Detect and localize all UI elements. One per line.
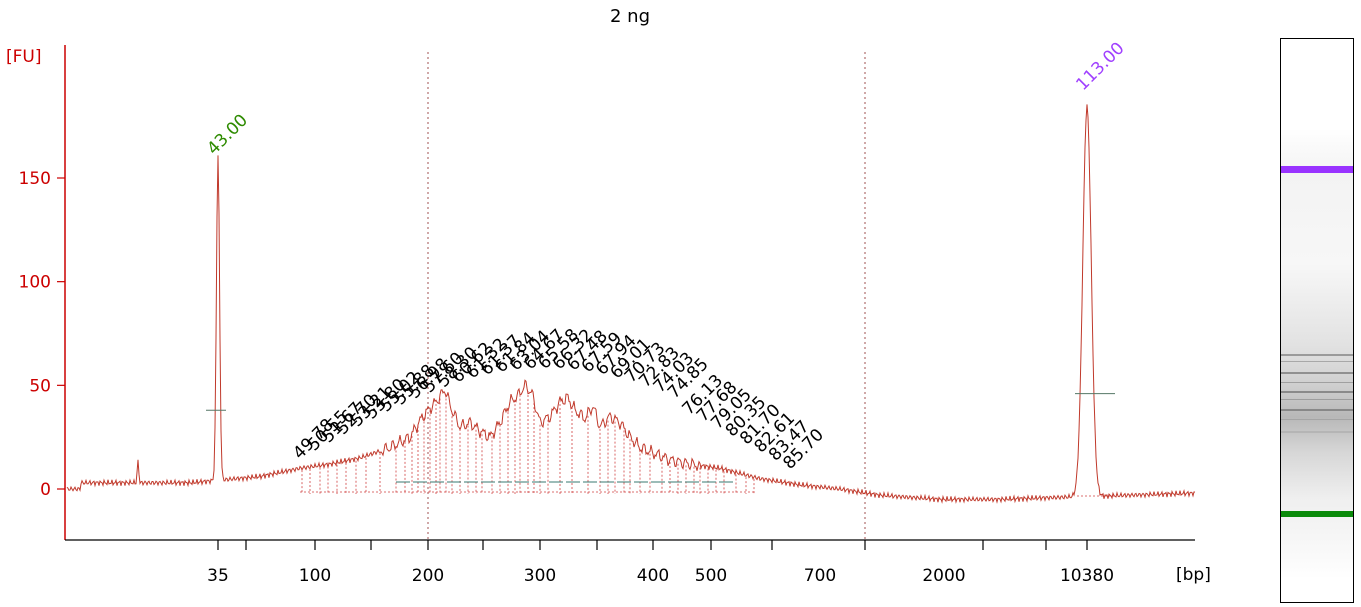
y-tick-label: 50 <box>29 376 51 396</box>
gel-band <box>1281 391 1353 393</box>
gel-lane <box>1280 38 1354 603</box>
x-tick-label: 200 <box>412 566 444 586</box>
gel-band <box>1281 354 1353 356</box>
x-tick-label: 500 <box>695 566 727 586</box>
gel-band <box>1281 399 1353 400</box>
gel-band <box>1281 409 1353 411</box>
gel-lower-marker-band <box>1281 511 1353 517</box>
y-axis-label: [FU] <box>6 47 42 67</box>
x-tick-label: 100 <box>299 566 331 586</box>
gel-band <box>1281 431 1353 433</box>
x-tick-label: 400 <box>637 566 669 586</box>
electropherogram-plot: [FU] [bp] 0 50 100 150 35 100 200 300 400 500 700 200… <box>6 39 1211 586</box>
x-tick-label: 700 <box>804 566 836 586</box>
gel-band <box>1281 361 1353 362</box>
x-tick-label: 2000 <box>922 566 965 586</box>
gel-band <box>1281 419 1353 420</box>
x-tick-label: 10380 <box>1060 566 1114 586</box>
gel-band <box>1281 382 1353 383</box>
x-axis-label: [bp] <box>1176 565 1211 585</box>
y-tick-label: 100 <box>19 273 51 293</box>
chart-title: 2 ng <box>609 6 650 27</box>
gel-band <box>1281 372 1353 374</box>
marker-peak-label: 113.00 <box>1072 39 1128 95</box>
x-tick-label: 35 <box>207 566 229 586</box>
marker-peak-label: 43.00 <box>203 110 252 159</box>
signal-trace <box>66 104 1196 504</box>
gel-upper-marker-band <box>1281 166 1353 173</box>
y-tick-label: 0 <box>40 480 51 500</box>
x-tick-label: 300 <box>524 566 556 586</box>
y-tick-label: 150 <box>19 169 51 189</box>
